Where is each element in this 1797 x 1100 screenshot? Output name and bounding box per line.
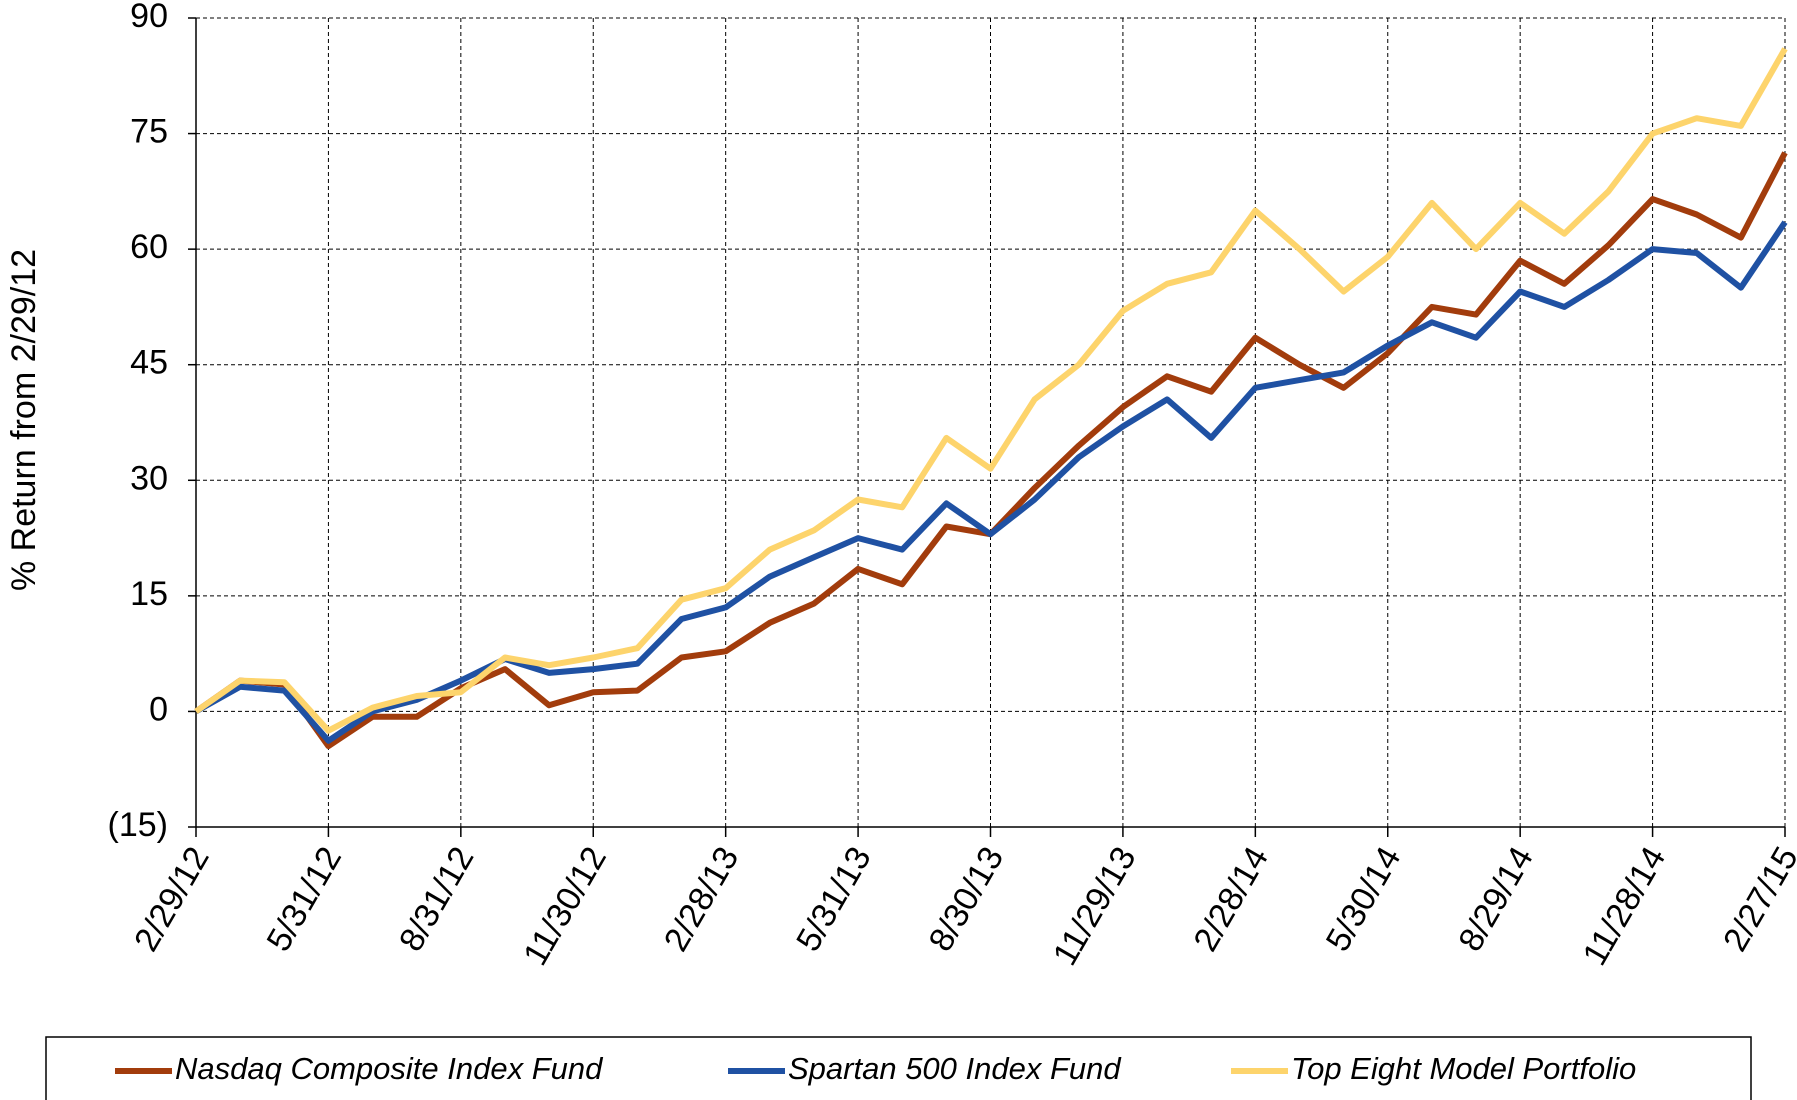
legend-label: Top Eight Model Portfolio bbox=[1291, 1051, 1636, 1086]
series-line bbox=[194, 47, 1788, 734]
y-tick-label: 0 bbox=[149, 690, 168, 728]
legend-label: Nasdaq Composite Index Fund bbox=[175, 1051, 604, 1086]
x-tick-label: 5/31/12 bbox=[259, 840, 349, 957]
x-tick-label: 11/28/14 bbox=[1575, 840, 1673, 971]
y-tick-label: 30 bbox=[130, 459, 168, 497]
x-tick-label: 2/28/13 bbox=[657, 840, 747, 957]
y-tick-label: 45 bbox=[130, 344, 168, 382]
y-tick-label: 75 bbox=[130, 113, 168, 151]
y-tick-label: 90 bbox=[130, 0, 168, 35]
x-tick-label: 11/29/13 bbox=[1046, 840, 1144, 971]
x-tick-label: 11/30/12 bbox=[516, 840, 614, 971]
x-tick-label: 5/31/13 bbox=[789, 840, 879, 957]
x-tick-label: 8/29/14 bbox=[1451, 840, 1541, 957]
legend-box bbox=[45, 1036, 1752, 1100]
x-tick-label: 2/28/14 bbox=[1186, 840, 1276, 957]
x-tick-label: 2/29/12 bbox=[127, 840, 217, 957]
series-line bbox=[194, 220, 1788, 744]
x-tick-label: 8/30/13 bbox=[922, 840, 1012, 957]
y-axis-label: % Return from 2/29/12 bbox=[5, 249, 43, 591]
x-tick-label: 5/30/14 bbox=[1319, 840, 1409, 957]
x-tick-label: 2/27/15 bbox=[1716, 840, 1797, 957]
y-tick-label: 15 bbox=[130, 575, 168, 613]
legend-label: Spartan 500 Index Fund bbox=[788, 1051, 1122, 1086]
y-tick-label: 60 bbox=[130, 228, 168, 266]
x-tick-label: 8/31/12 bbox=[392, 840, 482, 957]
y-tick-label: (15) bbox=[108, 806, 168, 844]
